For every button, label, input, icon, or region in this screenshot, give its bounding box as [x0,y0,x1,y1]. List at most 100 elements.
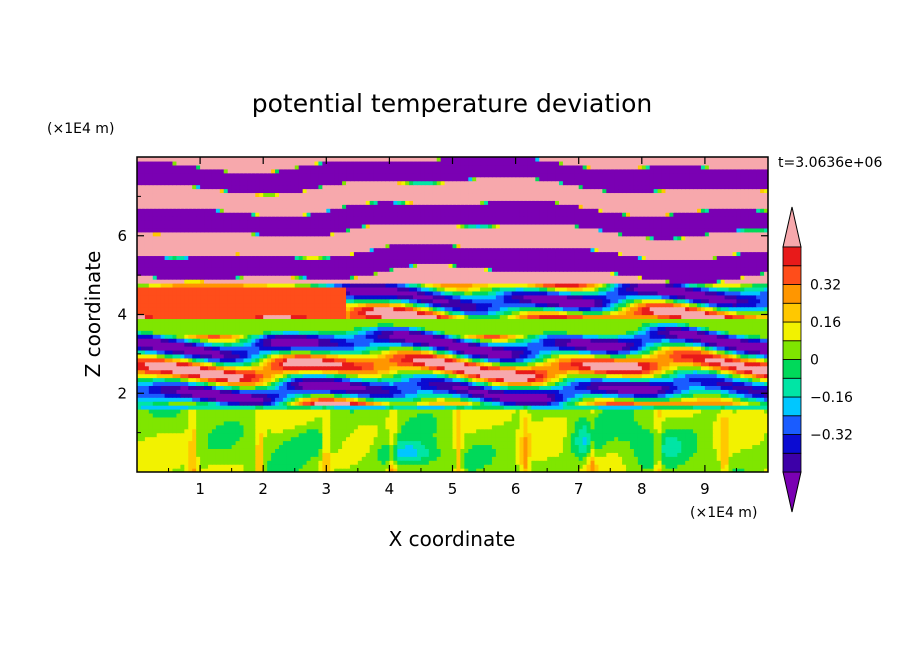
contour-cell [326,456,331,461]
contour-cell [365,409,371,414]
contour-cell [618,353,623,359]
contour-cell [401,444,406,449]
contour-cell [137,464,142,469]
contour-cell [200,428,205,434]
contour-cell [338,381,343,386]
contour-cell [271,412,276,418]
contour-cell [204,365,209,371]
contour-cell [290,464,296,469]
contour-cell [543,424,548,430]
contour-cell [748,405,753,410]
contour-cell [263,349,268,355]
contour-cell [417,401,422,406]
contour-cell [472,456,477,461]
contour-cell [610,440,615,446]
contour-cell [531,365,536,371]
contour-cell [673,369,678,375]
contour-cell [349,397,355,402]
contour-cell [539,381,544,386]
contour-cell [314,432,320,438]
contour-cell [614,349,619,355]
contour-cell [306,420,312,426]
contour-cell [219,361,225,367]
contour-cell [196,452,201,457]
contour-cell [243,464,249,469]
contour-cell [764,424,768,430]
contour-cell [566,369,572,375]
contour-cell [503,393,509,398]
contour-cell [689,409,694,414]
contour-cell [606,420,611,426]
contour-cell [342,460,347,465]
contour-cell [196,412,201,418]
contour-cell [626,468,631,472]
contour-cell [756,456,761,461]
contour-cell [523,401,529,406]
contour-cell [235,448,241,453]
contour-cell [137,412,142,418]
contour-cell [420,452,426,457]
contour-cell [503,448,509,453]
contour-cell [598,452,603,457]
contour-cell [558,377,564,383]
contour-cell [578,401,584,406]
contour-cell [137,416,142,422]
contour-cell [322,357,327,363]
contour-cell [298,436,304,442]
contour-cell [381,420,387,426]
contour-cell [318,448,323,453]
contour-cell [196,393,201,398]
contour-cell [148,393,154,398]
contour-cell [555,401,560,406]
contour-cell [677,468,682,472]
contour-cell [188,468,193,472]
contour-cell [192,405,197,410]
contour-cell [472,428,477,434]
contour-cell [653,424,659,430]
contour-cell [227,452,233,457]
contour-cell [176,357,181,363]
contour-cell [523,349,529,355]
contour-cell [633,397,639,402]
contour-cell [539,377,544,383]
contour-cell [472,393,477,398]
contour-cell [302,420,308,426]
contour-cell [728,460,734,465]
contour-cell [361,357,367,363]
contour-cell [334,452,339,457]
contour-cell [720,361,726,367]
contour-cell [566,448,572,453]
contour-field [137,157,768,472]
contour-cell [405,401,410,406]
contour-cell [748,397,753,402]
contour-cell [503,444,509,449]
contour-cell [219,377,225,383]
contour-cell [673,452,678,457]
contour-cell [614,412,619,418]
contour-cell [184,369,189,375]
contour-cell [594,436,600,442]
contour-cell [712,448,718,453]
contour-cell [657,468,663,472]
contour-cell [282,444,288,449]
contour-cell [184,420,189,426]
contour-cell [645,365,651,371]
contour-cell [685,409,690,414]
contour-cell [353,440,359,446]
contour-cell [196,373,201,379]
contour-cell [417,448,422,453]
contour-cell [184,405,189,410]
contour-cell [326,464,331,469]
contour-cell [716,412,722,418]
contour-cell [484,405,489,410]
contour-cell [381,393,387,398]
contour-cell [247,436,252,442]
contour-cell [294,432,300,438]
contour-cell [330,369,335,375]
contour-cell [440,460,446,465]
contour-cell [618,432,623,438]
contour-cell [369,464,375,469]
contour-cell [306,393,312,398]
contour-cell [669,377,674,383]
contour-cell [523,377,529,383]
